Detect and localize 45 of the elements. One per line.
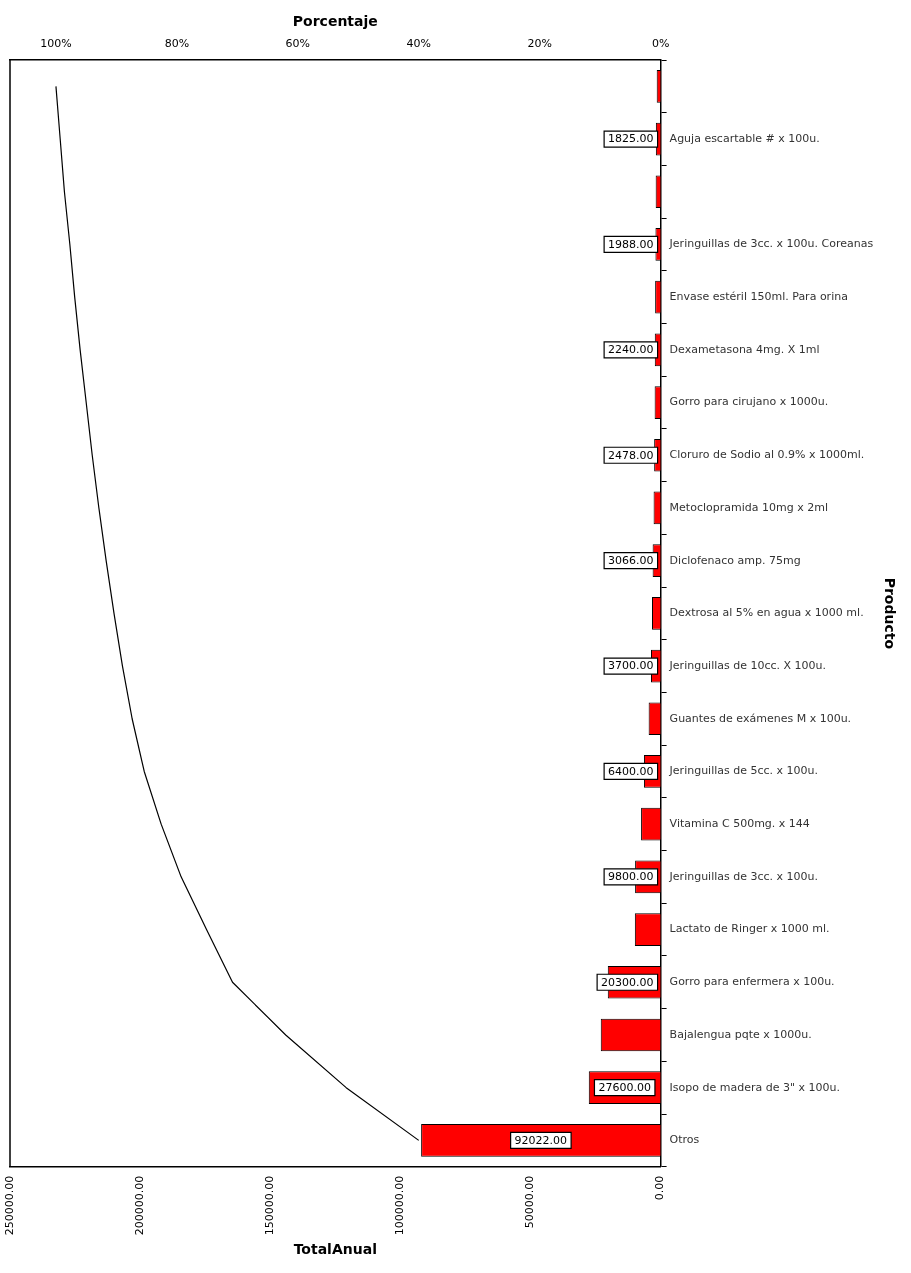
data-label: 6400.00 [608,764,654,778]
y-tick-label: Bajalengua pqte x 1000u. [669,1027,812,1041]
y-tick-label: Dexametasona 4mg. X 1ml [669,342,820,356]
x2-tick-label: 100% [40,37,72,51]
y-tick-label: Otros [669,1133,700,1147]
x-tick-label: 250000.00 [2,1175,16,1236]
y-tick-label: Jeringuillas de 10cc. X 100u. [668,658,827,672]
y-tick-label: Envase estéril 150ml. Para orina [669,290,848,304]
x2-tick-label: 80% [164,37,190,51]
y-tick-label: Jeringuillas de 5cc. x 100u. [668,764,819,778]
data-label: 27600.00 [598,1081,651,1095]
x2-tick-label: 20% [527,37,552,51]
x-tick-label: 200000.00 [132,1175,146,1236]
y-tick-label: Aguja escartable # x 100u. [669,131,820,145]
x-tick-label: 0.00 [653,1175,667,1201]
data-label: 3700.00 [608,659,654,673]
data-label: 1825.00 [608,132,654,146]
data-label: 20300.00 [601,975,654,989]
y-tick-label: Guantes de exámenes M x 100u. [669,711,852,725]
data-label: 3066.00 [608,554,654,568]
x2-tick-label: 60% [285,37,311,51]
y-tick-label: Gorro para enfermera x 100u. [669,975,835,989]
x-tick-label: 100000.00 [393,1175,407,1236]
data-label: 2478.00 [608,448,654,462]
y-axis-title: Producto [881,577,898,650]
y-tick-label: Cloruro de Sodio al 0.9% x 1000ml. [669,448,865,462]
data-label: 1988.00 [608,237,654,251]
data-label: 2240.00 [608,343,654,357]
y-tick-label: Jeringuillas de 3cc. x 100u. Coreanas [668,237,874,251]
y-tick-label: Gorro para cirujano x 1000u. [669,395,829,409]
y-tick-label: Isopo de madera de 3" x 100u. [669,1080,841,1094]
x2-tick-label: 0% [651,37,670,51]
x-tick-label: 150000.00 [263,1175,277,1236]
data-label: 92022.00 [514,1133,568,1147]
x2-tick-label: 40% [406,37,431,51]
y-tick-label: Lactato de Ringer x 1000 ml. [669,922,830,936]
y-tick-label: Diclofenaco amp. 75mg [669,553,801,567]
data-label: 9800.00 [608,870,654,884]
x2-axis-title: Porcentaje [292,13,378,30]
x-tick-label: 50000.00 [523,1175,537,1229]
x-axis-title: TotalAnual [293,1241,377,1258]
y-tick-label: Dextrosa al 5% en agua x 1000 ml. [669,606,864,620]
y-tick-label: Vitamina C 500mg. x 144 [669,817,810,831]
y-tick-label: Metoclopramida 10mg x 2ml [669,500,828,514]
y-tick-label: Jeringuillas de 3cc. x 100u. [668,869,819,883]
